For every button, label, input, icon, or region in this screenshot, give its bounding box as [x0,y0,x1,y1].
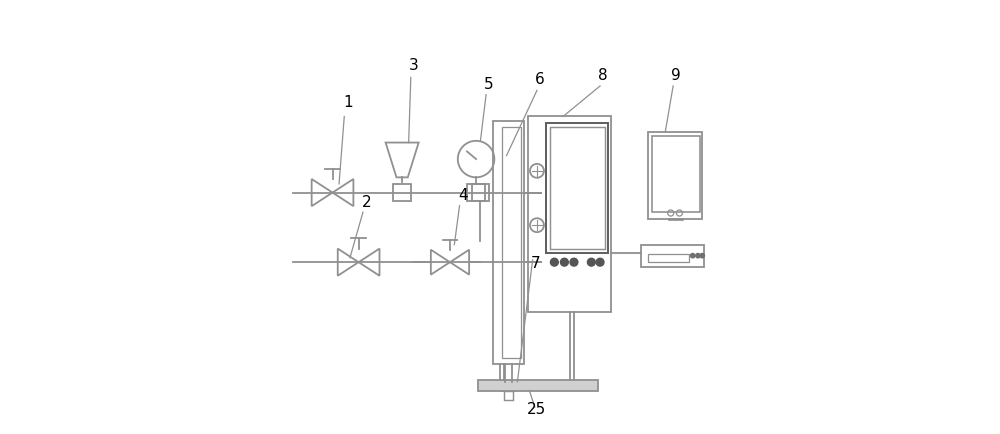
Bar [502,381,516,391]
Text: 8: 8 [598,68,608,83]
Text: 5: 5 [484,77,494,92]
Bar [648,255,689,263]
Circle shape [700,254,704,258]
Bar [502,128,521,358]
Text: 9: 9 [671,68,681,83]
Bar [648,132,702,219]
Text: 3: 3 [409,58,419,73]
Text: 1: 1 [343,94,353,109]
Bar [641,245,704,267]
Bar [504,391,513,400]
Bar [652,137,700,213]
Text: 4: 4 [458,187,468,203]
Circle shape [560,259,568,266]
Text: 2: 2 [362,194,371,209]
Circle shape [596,259,604,266]
Circle shape [696,254,700,258]
Circle shape [550,259,558,266]
Text: 6: 6 [535,71,544,86]
Text: 25: 25 [527,401,547,416]
Bar [393,184,411,202]
Circle shape [691,254,695,258]
Bar [550,128,605,250]
Bar [493,122,524,365]
Bar [467,184,485,202]
Bar [528,117,611,312]
Text: 7: 7 [531,255,540,270]
Bar [472,184,489,202]
Bar [478,380,598,391]
Circle shape [570,259,578,266]
Circle shape [587,259,595,266]
Bar [546,124,608,254]
